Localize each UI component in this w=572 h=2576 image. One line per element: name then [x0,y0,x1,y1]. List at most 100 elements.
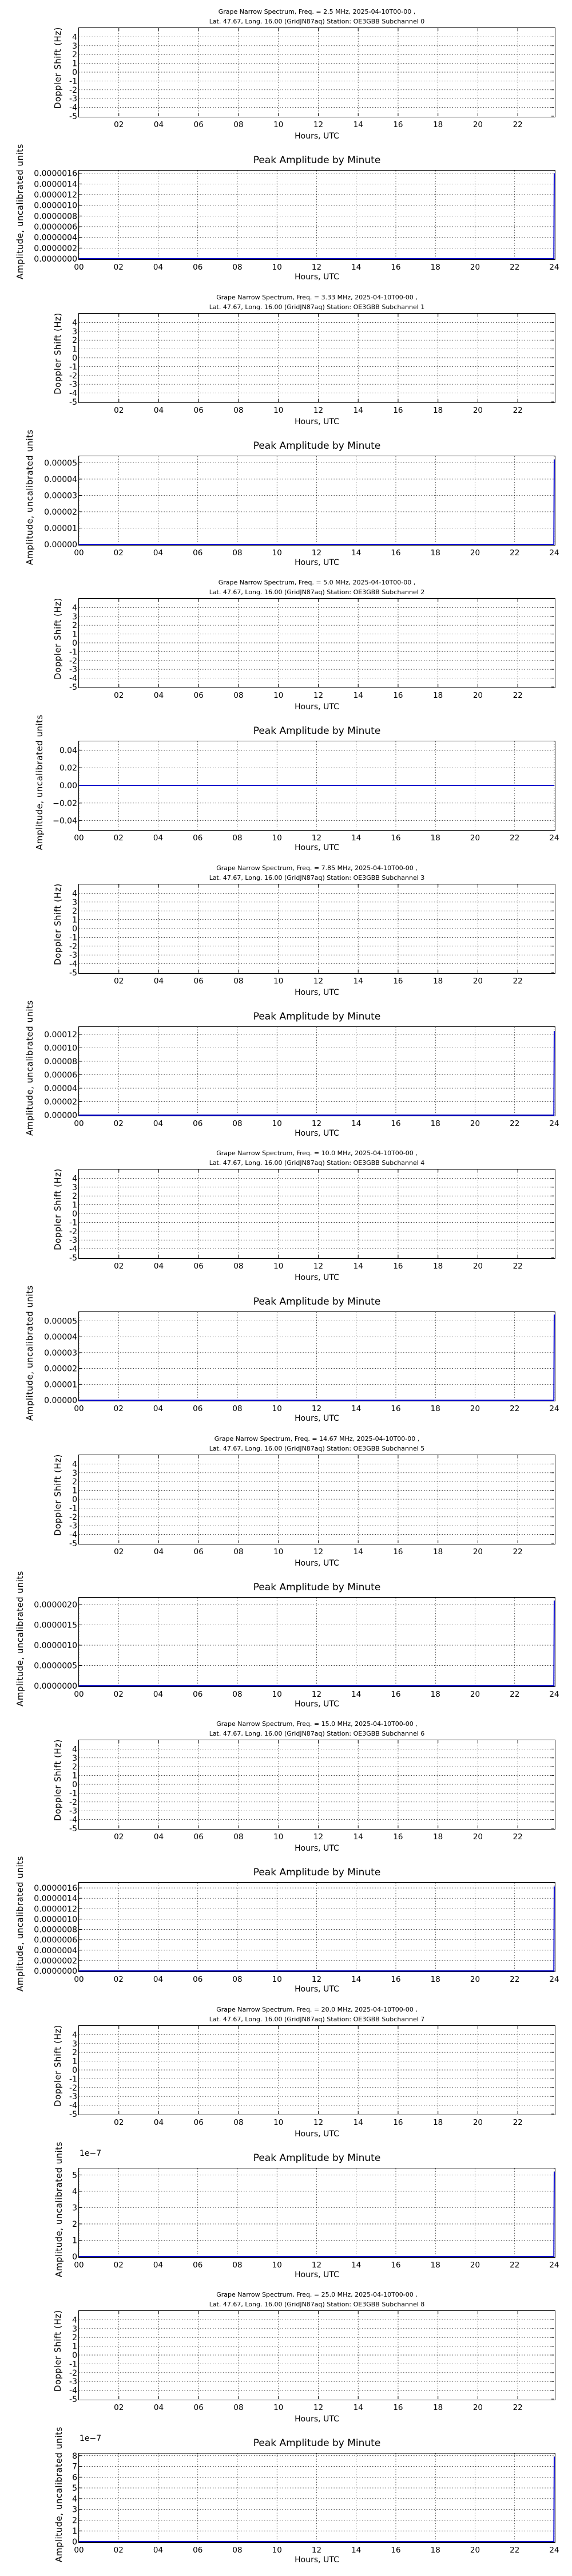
amp-x-tick-label: 08 [232,548,242,558]
doppler-y-tick-label: 3 [72,1468,77,1477]
amp-x-tick-label: 06 [193,2546,202,2555]
doppler-y-tick-label: -2 [69,371,77,380]
doppler-y-tick-label: -5 [69,1254,77,1263]
doppler-y-tick-label: 0 [72,68,77,77]
doppler-x-tick-label: 22 [513,406,523,415]
amp-y-offset-label: 1e−7 [80,2434,102,2443]
amp-plot-area: 00 02 04 06 08 10 12 14 16 18 20 22 24 0.04 0.02 0.00 −0… [53,741,559,843]
amp-plot-area: 00 02 04 06 08 10 12 14 16 18 20 22 24 0.00005 0.00004… [44,1311,559,1413]
amp-x-tick-label: 10 [272,1119,282,1128]
doppler-x-tick-label: 06 [194,1832,204,1842]
amp-plot-area: 00 02 04 06 08 10 12 14 16 18 20 22 24 5 4 3 2 1 0 [72,2167,559,2270]
amp-x-axis-label: Hours, UTC [295,1985,339,1994]
amp-y-tick-label: 0.0000004 [34,1946,77,1955]
amp-x-tick-label: 00 [74,2261,84,2270]
amp-y-tick-label: 0.0000010 [34,202,77,211]
amp-x-tick-label: 20 [470,263,480,272]
doppler-y-axis-label: Doppler Shift (Hz) [53,883,63,965]
doppler-x-tick-label: 04 [154,120,164,129]
amp-x-tick-label: 06 [193,1975,202,1984]
doppler-x-tick-label: 02 [114,406,124,415]
amp-x-tick-label: 20 [470,1975,480,1984]
amp-x-tick-label: 16 [391,548,400,558]
amp-y-tick-label: 0.00000 [44,1111,77,1120]
amp-x-tick-label: 06 [193,263,202,272]
doppler-y-tick-label: -1 [69,647,77,657]
amp-x-tick-label: 12 [312,1975,321,1984]
doppler-y-tick-label: -4 [69,2101,77,2110]
doppler-y-tick-label: -2 [69,942,77,951]
doppler-y-tick-label: 1 [72,630,77,639]
doppler-y-axis-label: Doppler Shift (Hz) [53,598,63,679]
amp-y-tick-label: 0.00002 [44,507,77,516]
doppler-title-line2: Lat. 47.67, Long. 16.00 (GridJN87aq) Sta… [209,2015,425,2023]
amp-x-tick-label: 02 [114,1690,124,1699]
amp-title: Peak Amplitude by Minute [253,725,381,737]
amp-y-tick-label: 0.00004 [44,1084,77,1093]
amp-x-tick-label: 14 [351,1690,361,1699]
amp-y-tick-label: 0.0000008 [34,212,77,221]
doppler-y-tick-label: 4 [72,1174,77,1183]
amp-x-tick-label: 16 [391,1690,400,1699]
amp-x-tick-label: 22 [510,263,519,272]
channel-group-2: Grape Narrow Spectrum, Freq. = 5.0 MHz, … [0,571,572,856]
doppler-x-tick-label: 10 [273,2403,283,2412]
doppler-y-tick-label: 2 [72,2048,77,2057]
doppler-x-tick-label: 20 [473,691,483,700]
doppler-x-tick-label: 20 [473,120,483,129]
doppler-y-tick-label: 4 [72,2316,77,2325]
doppler-y-tick-label: 4 [72,2030,77,2040]
amp-x-tick-label: 00 [74,1119,84,1128]
amp-y-axis-label: Amplitude, uncalibrated units [14,144,25,279]
amp-y-tick-label: 0.0000012 [34,1905,77,1914]
doppler-x-tick-label: 02 [114,2403,124,2412]
doppler-y-tick-label: -1 [69,77,77,86]
doppler-y-tick-label: -5 [69,112,77,121]
amp-x-tick-label: 14 [351,2261,361,2270]
doppler-x-tick-label: 04 [154,1262,164,1271]
doppler-x-tick-label: 10 [273,977,283,986]
amp-y-tick-label: 0.00012 [44,1030,77,1039]
amp-x-tick-label: 14 [351,263,361,272]
doppler-x-axis-label: Hours, UTC [295,417,339,426]
amp-x-tick-label: 12 [312,1119,321,1128]
amp-x-tick-label: 16 [391,2261,400,2270]
doppler-y-tick-label: -3 [69,1236,77,1245]
amp-title: Peak Amplitude by Minute [253,2437,381,2449]
amp-x-tick-label: 06 [193,1119,202,1128]
amp-x-tick-label: 04 [153,548,163,558]
doppler-x-tick-label: 16 [393,406,403,415]
amp-x-tick-label: 06 [193,2261,202,2270]
doppler-x-tick-label: 06 [194,977,204,986]
doppler-x-axis-label: Hours, UTC [295,132,339,141]
doppler-x-tick-label: 12 [313,691,323,700]
doppler-plot-area: 02 04 06 08 10 12 14 16 18 20 22 4 3 2 1 0 -1 -2 -3 -4 -5 [69,2310,555,2412]
amp-x-tick-label: 00 [74,548,84,558]
doppler-plot-area: 02 04 06 08 10 12 14 16 18 20 22 4 3 2 1 0 -1 -2 -3 -4 -5 [69,1454,555,1556]
amp-y-tick-label: 0.00003 [44,491,77,500]
amp-y-tick-label: 0.0000010 [34,1915,77,1924]
doppler-x-tick-label: 12 [313,120,323,129]
doppler-x-tick-label: 10 [273,406,283,415]
doppler-title-line2: Lat. 47.67, Long. 16.00 (GridJN87aq) Sta… [209,1444,425,1452]
doppler-x-tick-label: 04 [154,1547,164,1556]
doppler-y-tick-label: 4 [72,889,77,898]
amp-x-tick-label: 02 [114,2261,124,2270]
amp-y-tick-label: 0.00002 [44,1365,77,1374]
amp-x-tick-label: 20 [470,1119,480,1128]
doppler-x-tick-label: 04 [154,691,164,700]
doppler-y-tick-label: -4 [69,1245,77,1254]
amp-y-tick-label: 0 [72,2538,77,2547]
amp-x-tick-label: 22 [510,833,519,843]
amp-title: Peak Amplitude by Minute [253,1867,381,1878]
doppler-x-tick-label: 06 [194,1547,204,1556]
doppler-x-tick-label: 16 [393,691,403,700]
doppler-y-axis-label: Doppler Shift (Hz) [53,1739,63,1821]
doppler-y-tick-label: -2 [69,86,77,95]
amp-x-tick-label: 00 [74,1975,84,1984]
amp-title: Peak Amplitude by Minute [253,1581,381,1593]
doppler-x-tick-label: 18 [433,2403,443,2412]
doppler-x-tick-label: 08 [233,1547,243,1556]
amp-y-axis-label: Amplitude, uncalibrated units [54,2427,65,2562]
